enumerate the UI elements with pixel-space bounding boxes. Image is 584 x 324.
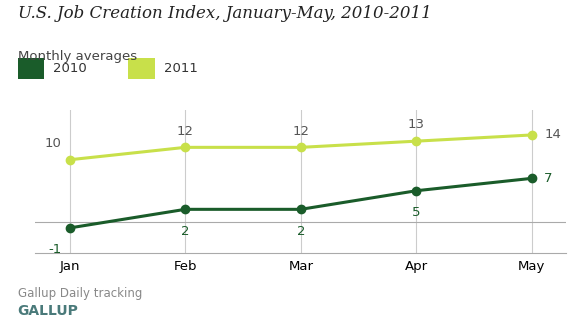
Text: 2: 2 <box>181 225 189 237</box>
Text: 12: 12 <box>177 125 194 138</box>
Text: 10: 10 <box>44 137 61 150</box>
Text: GALLUP: GALLUP <box>18 304 78 318</box>
Text: 12: 12 <box>292 125 310 138</box>
Text: 2: 2 <box>297 225 305 237</box>
Text: 5: 5 <box>412 206 420 219</box>
Text: 14: 14 <box>544 128 561 142</box>
Text: 13: 13 <box>408 119 425 132</box>
Text: 2011: 2011 <box>164 62 197 75</box>
Text: Gallup Daily tracking: Gallup Daily tracking <box>18 287 142 300</box>
Text: Monthly averages: Monthly averages <box>18 50 137 63</box>
Text: 7: 7 <box>544 172 553 185</box>
Text: 2010: 2010 <box>53 62 86 75</box>
Text: U.S. Job Creation Index, January-May, 2010-2011: U.S. Job Creation Index, January-May, 20… <box>18 5 431 22</box>
Text: -1: -1 <box>48 243 61 256</box>
